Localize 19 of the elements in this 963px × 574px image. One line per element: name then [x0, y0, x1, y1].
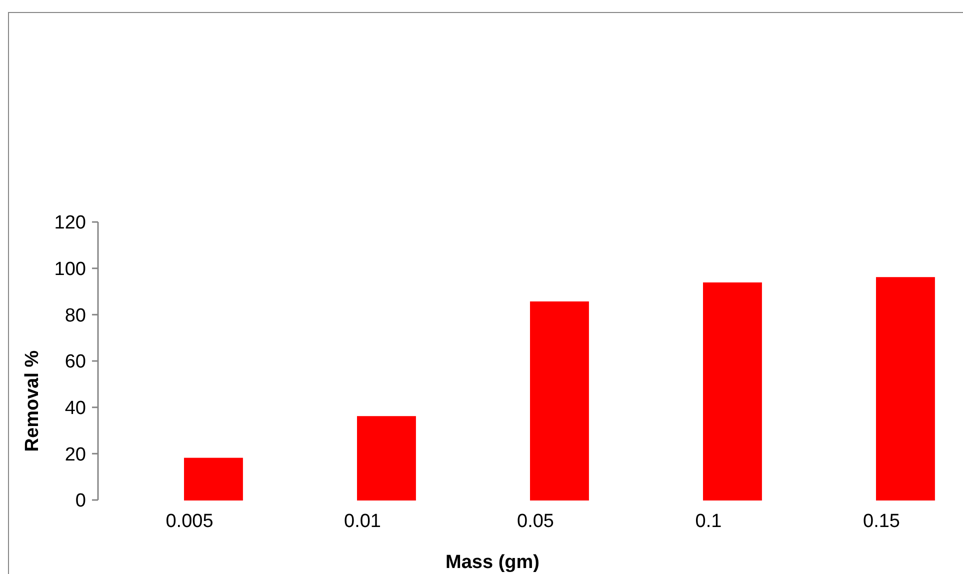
- bar: [184, 458, 243, 500]
- x-tick-label: 0.01: [344, 511, 381, 532]
- x-tick-label: 0.15: [863, 511, 900, 532]
- y-tick-label: 60: [64, 352, 86, 373]
- y-tick-label: 40: [64, 398, 86, 419]
- y-axis-title: Removal %: [22, 350, 43, 452]
- bar: [703, 282, 762, 500]
- y-tick-label: 120: [54, 212, 86, 234]
- y-tick-label: 0: [75, 490, 86, 512]
- x-tick-label: 0.1: [695, 511, 722, 532]
- x-tick-label: 0.005: [166, 511, 214, 532]
- y-tick-label: 100: [54, 258, 86, 280]
- bar: [876, 277, 935, 500]
- x-axis-title: Mass (gm): [446, 552, 540, 573]
- y-tick-label: 80: [64, 305, 86, 326]
- bar: [530, 301, 589, 500]
- y-tick-label: 20: [64, 444, 86, 466]
- x-tick-label: 0.05: [517, 511, 554, 532]
- bar: [357, 416, 416, 500]
